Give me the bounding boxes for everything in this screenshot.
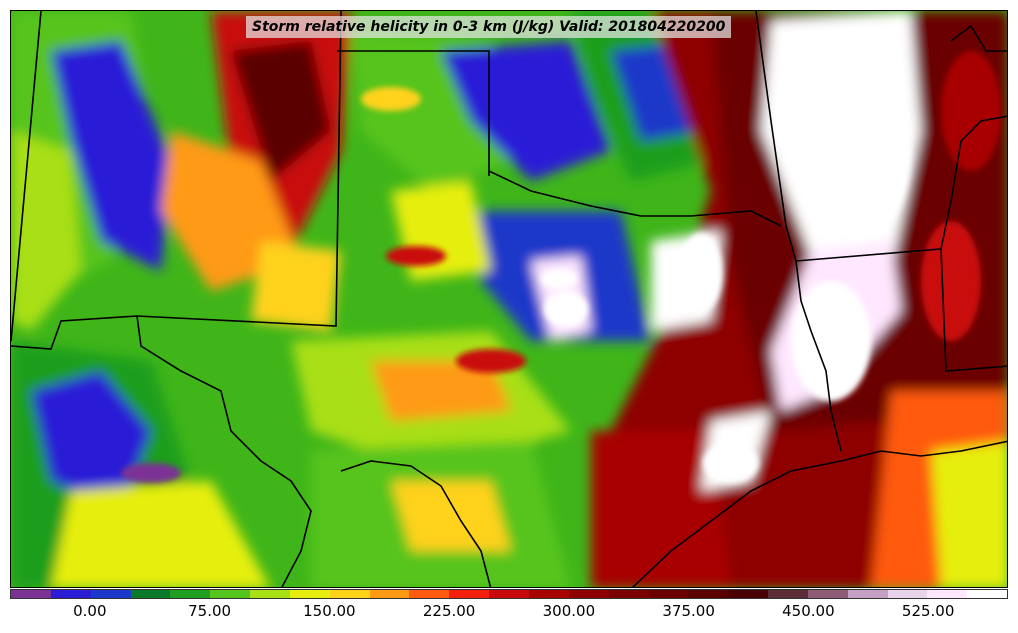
colorbar-segment: [887, 590, 928, 598]
colorbar-segment: [11, 590, 51, 598]
colorbar-segment: [648, 590, 689, 598]
colorbar-segment: [489, 590, 529, 598]
colorbar-segment: [847, 590, 888, 598]
colorbar-segment: [170, 590, 211, 598]
colorbar-segment: [807, 590, 848, 598]
colorbar-segment: [329, 590, 370, 598]
map-title-box: Storm relative helicity in 0-3 km (J/kg)…: [246, 16, 732, 38]
colorbar-segment: [608, 590, 649, 598]
colorbar-segment: [130, 590, 171, 598]
colorbar-tick-label: 300.00: [542, 602, 596, 620]
colorbar-segment: [967, 590, 1008, 598]
colorbar-tick-label: 525.00: [901, 602, 955, 620]
colorbar-tick-label: 0.00: [73, 602, 107, 620]
map-panel: [10, 10, 1008, 588]
colorbar-tick-label: 150.00: [303, 602, 356, 620]
colorbar-segment: [90, 590, 131, 598]
colorbar-segment: [369, 590, 410, 598]
colorbar-segment: [728, 590, 769, 598]
colorbar-segment: [927, 590, 968, 598]
colorbar-tick-label: 225.00: [422, 602, 476, 620]
state-boundaries: [11, 11, 1007, 587]
colorbar: [10, 589, 1008, 599]
colorbar-segment: [768, 590, 808, 598]
colorbar-segment: [250, 590, 290, 598]
colorbar-tick-label: 75.00: [188, 602, 232, 620]
colorbar-segment: [449, 590, 490, 598]
colorbar-ticks: 0.00 75.00 150.00 225.00 300.00 375.00 450.00 5…: [10, 600, 1008, 630]
field-detail: [121, 51, 1001, 483]
colorbar-segment: [568, 590, 609, 598]
colorbar-segment: [528, 590, 569, 598]
colorbar-segment: [289, 590, 330, 598]
colorbar-segment: [688, 590, 729, 598]
colorbar-tick-label: 450.00: [782, 602, 835, 620]
helicity-field: [11, 11, 1007, 587]
colorbar-segment: [210, 590, 251, 598]
colorbar-tick-label: 375.00: [662, 602, 715, 620]
map-title: Storm relative helicity in 0-3 km (J/kg)…: [252, 19, 726, 35]
colorbar-segment: [50, 590, 91, 598]
colorbar-segment: [409, 590, 450, 598]
